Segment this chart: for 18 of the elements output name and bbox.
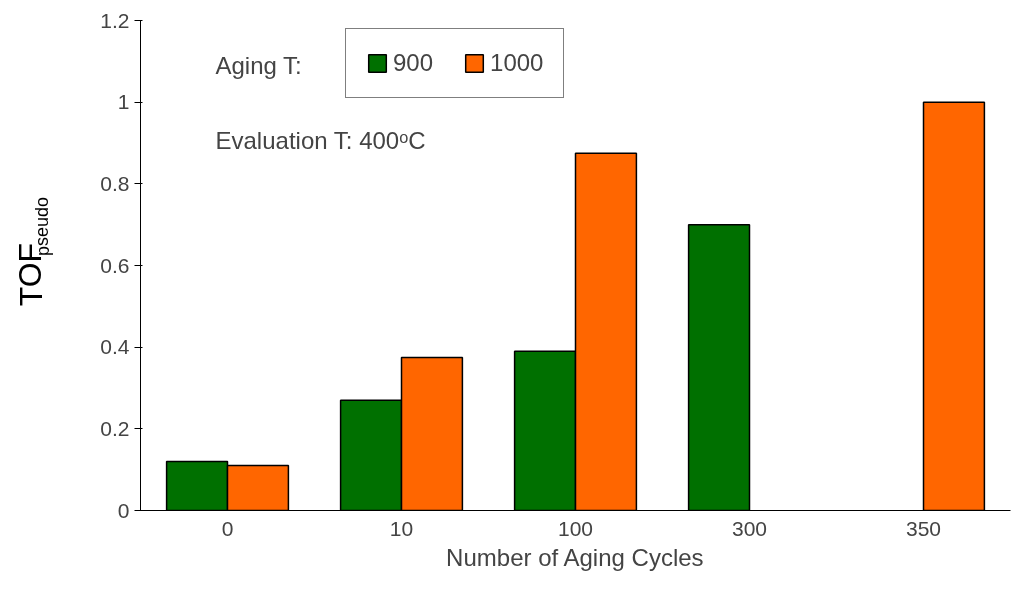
legend-label: 1000 <box>490 49 544 77</box>
y-tick-label: 1 <box>117 90 130 114</box>
x-axis-title: Number of Aging Cycles <box>446 543 704 571</box>
x-tick-label: 100 <box>557 516 594 540</box>
legend-label: 900 <box>393 49 434 77</box>
x-tick-label: 300 <box>731 516 768 540</box>
y-tick-label: 0.8 <box>100 171 130 195</box>
y-axis-title: TOFpseudo <box>12 197 53 307</box>
y-tick-label: 0 <box>117 498 130 522</box>
annotation: Evaluation T: 400ᵒC <box>215 127 426 154</box>
x-tick-label: 10 <box>389 516 414 540</box>
y-tick-label: 0.2 <box>100 416 130 440</box>
x-tick-label: 0 <box>221 516 234 540</box>
legend-title: Aging T: <box>215 52 302 79</box>
y-tick-label: 0.6 <box>100 253 130 277</box>
y-tick-label: 0.4 <box>100 335 130 359</box>
y-tick-label: 1.2 <box>100 8 130 32</box>
x-tick-label: 350 <box>905 516 942 540</box>
